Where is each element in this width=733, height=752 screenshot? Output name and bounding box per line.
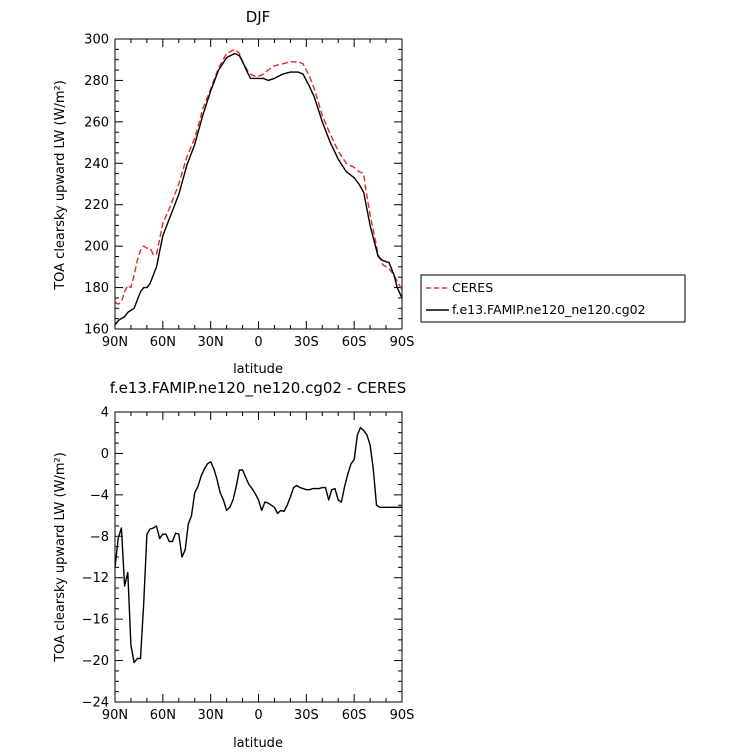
series-line-difference [114, 426, 402, 664]
x-tick-label: 90N [102, 335, 128, 350]
y-tick-label: −20 [82, 654, 109, 669]
series-line-ceres [114, 48, 403, 305]
x-tick-label: 0 [254, 335, 262, 350]
y-tick-label: 260 [84, 115, 109, 130]
y-tick-label: 300 [84, 33, 109, 48]
y-tick-label: −16 [82, 613, 109, 628]
top-panel: DJF latitude TOA clearsky upward LW (W/m… [53, 8, 414, 377]
x-tick-label: 60S [342, 335, 367, 350]
y-tick-label: 200 [84, 240, 109, 255]
y-tick-label: 240 [84, 157, 109, 172]
bottom-panel-y-axis-label: TOA clearsky upward LW (W/m²) [53, 452, 68, 663]
legend-box [420, 274, 686, 323]
x-tick-label: 30N [198, 335, 224, 350]
top-panel-ticks: 90N 60N 30N 0 30S 60S 90S 160 180 200 220 240 260 280… [84, 33, 414, 351]
series-line-f-e13-famip-ne120-ne120-cg02 [114, 52, 403, 326]
bottom-panel: f.e13.FAMIP.ne120_ne120.cg02 - CERES lat… [53, 379, 414, 751]
y-tick-label: −8 [90, 530, 109, 545]
x-tick-label: 90S [390, 708, 415, 723]
top-panel-plot-frame [114, 38, 403, 330]
x-tick-label: 60S [342, 708, 367, 723]
y-tick-label: −4 [90, 488, 109, 503]
y-tick-label: 0 [101, 447, 109, 462]
legend-label-model: f.e13.FAMIP.ne120_ne120.cg02 [452, 302, 646, 317]
x-tick-label: 60N [150, 335, 176, 350]
bottom-panel-ticks: 90N 60N 30N 0 30S 60S 90S −24 −20 −16 −12 −8 −4 0 4 [82, 406, 415, 724]
x-tick-label: 90N [102, 708, 128, 723]
x-tick-label: 30S [294, 708, 319, 723]
y-tick-label: 180 [84, 281, 109, 296]
bottom-panel-x-axis-label: latitude [233, 736, 283, 751]
legend: CERES f.e13.FAMIP.ne120_ne120.cg02 [420, 274, 686, 323]
y-tick-label: 4 [101, 406, 109, 421]
y-tick-label: −12 [82, 571, 109, 586]
y-tick-label: 280 [84, 74, 109, 89]
x-tick-label: 30N [198, 708, 224, 723]
x-tick-label: 90S [390, 335, 415, 350]
bottom-panel-series-lines [114, 426, 402, 664]
top-panel-series-lines [114, 48, 403, 326]
x-tick-label: 30S [294, 335, 319, 350]
y-tick-label: 160 [84, 323, 109, 338]
legend-label-ceres: CERES [452, 280, 493, 295]
bottom-panel-title: f.e13.FAMIP.ne120_ne120.cg02 - CERES [110, 379, 407, 398]
top-panel-y-axis-label: TOA clearsky upward LW (W/m²) [53, 80, 68, 291]
y-tick-label: −24 [82, 696, 109, 711]
top-panel-title: DJF [246, 8, 271, 26]
x-tick-label: 0 [254, 708, 262, 723]
top-panel-x-axis-label: latitude [233, 362, 283, 377]
bottom-panel-plot-frame [114, 411, 403, 703]
y-tick-label: 220 [84, 198, 109, 213]
x-tick-label: 60N [150, 708, 176, 723]
